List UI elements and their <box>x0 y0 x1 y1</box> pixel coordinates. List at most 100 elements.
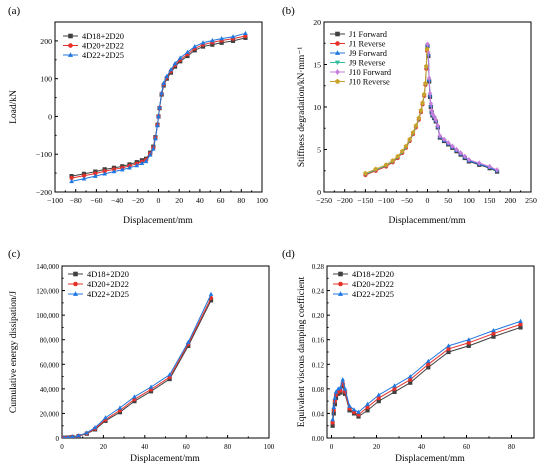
y-tick-label: 60,000 <box>40 361 60 369</box>
data-point <box>363 170 368 176</box>
x-tick-label: 80 <box>237 196 245 205</box>
data-point <box>450 143 455 149</box>
legend-marker <box>335 31 340 37</box>
data-point <box>491 327 496 333</box>
data-point <box>408 377 413 382</box>
series-line <box>332 323 521 423</box>
data-point <box>102 169 107 174</box>
legend-entry: J10 Reverse <box>349 78 390 87</box>
legend-marker <box>335 69 340 75</box>
x-axis-label: Displacement/mm <box>123 216 193 226</box>
y-tick-label: −200 <box>36 188 52 197</box>
legend-entry: J10 Forward <box>349 68 392 77</box>
y-tick-label: 0.28 <box>312 263 325 271</box>
data-point <box>127 165 132 170</box>
legend-marker <box>73 271 78 277</box>
data-point <box>432 113 437 120</box>
data-point <box>441 136 447 143</box>
legend-marker <box>67 52 74 57</box>
data-point <box>477 160 482 166</box>
x-tick-label: 60 <box>463 443 471 451</box>
x-tick-label: 0 <box>330 443 334 451</box>
data-point <box>446 139 451 146</box>
data-point <box>373 166 379 171</box>
data-point <box>185 49 190 54</box>
data-point <box>446 346 451 352</box>
data-point <box>210 42 215 47</box>
x-tick-label: 100 <box>264 443 275 451</box>
x-tick-label: 50 <box>444 196 452 205</box>
panel-label: (d) <box>282 248 295 260</box>
series-line <box>64 294 212 438</box>
y-tick-label: 20,000 <box>40 410 60 418</box>
legend-entry: J9 Forward <box>349 49 388 58</box>
data-point <box>383 162 389 167</box>
data-point <box>356 409 361 414</box>
data-point <box>342 386 348 391</box>
data-point <box>423 80 428 86</box>
x-tick-label: 20 <box>175 196 183 205</box>
legend-marker <box>338 271 343 277</box>
data-point <box>93 171 98 176</box>
x-tick-label: 60 <box>183 443 191 451</box>
data-point <box>494 167 500 173</box>
data-point <box>392 383 397 388</box>
data-point <box>157 104 162 110</box>
x-tick-label: −20 <box>132 196 144 205</box>
data-point <box>365 405 370 410</box>
x-tick-label: −100 <box>378 196 394 205</box>
x-tick-label: 60 <box>217 196 225 205</box>
legend-entry: 4D18+2D20 <box>87 270 129 279</box>
chart-panel-c: 0 20 40 60 80 100 0 20,000 40,000 60,000 80,000 100… <box>8 248 275 464</box>
x-tick-label: −250 <box>316 196 332 205</box>
x-tick-label: −60 <box>90 196 102 205</box>
data-point <box>143 158 149 164</box>
legend-marker <box>334 60 341 66</box>
data-point <box>139 160 145 165</box>
plot-area <box>62 291 214 438</box>
legend-entry: J1 Reverse <box>349 40 386 49</box>
x-tick-label: −200 <box>337 196 353 205</box>
data-point <box>518 325 523 330</box>
x-tick-label: 20 <box>100 443 108 451</box>
data-point <box>399 148 405 154</box>
data-point <box>340 377 346 382</box>
y-tick-label: 0 <box>56 435 60 443</box>
x-tick-label: 40 <box>418 443 426 451</box>
x-tick-label: 20 <box>373 443 381 451</box>
data-point <box>407 136 412 142</box>
data-point <box>219 36 224 41</box>
panel-label: (c) <box>8 248 21 260</box>
data-point <box>410 130 416 135</box>
data-point <box>210 37 215 43</box>
data-point <box>446 343 451 348</box>
data-point <box>365 408 370 413</box>
data-point <box>208 298 214 303</box>
data-point <box>365 401 370 406</box>
data-point <box>119 167 125 172</box>
data-point <box>487 163 492 170</box>
y-tick-label: 80,000 <box>40 337 60 345</box>
legend-marker <box>335 41 340 46</box>
data-point <box>62 435 66 438</box>
y-tick-label: 0.16 <box>312 337 325 345</box>
y-tick-label: 20 <box>313 18 321 27</box>
data-point <box>392 386 397 391</box>
data-point <box>185 339 191 344</box>
data-point <box>425 358 431 363</box>
data-point <box>111 169 117 174</box>
series-line <box>332 326 521 426</box>
x-tick-label: −80 <box>70 196 82 205</box>
data-point <box>167 372 172 377</box>
x-tick-label: 80 <box>508 443 516 451</box>
data-point <box>424 46 430 52</box>
series-0 <box>62 298 214 438</box>
y-tick-label: 0.00 <box>312 435 325 443</box>
data-point <box>147 152 153 157</box>
legend-entry: 4D22+2D25 <box>82 51 124 60</box>
